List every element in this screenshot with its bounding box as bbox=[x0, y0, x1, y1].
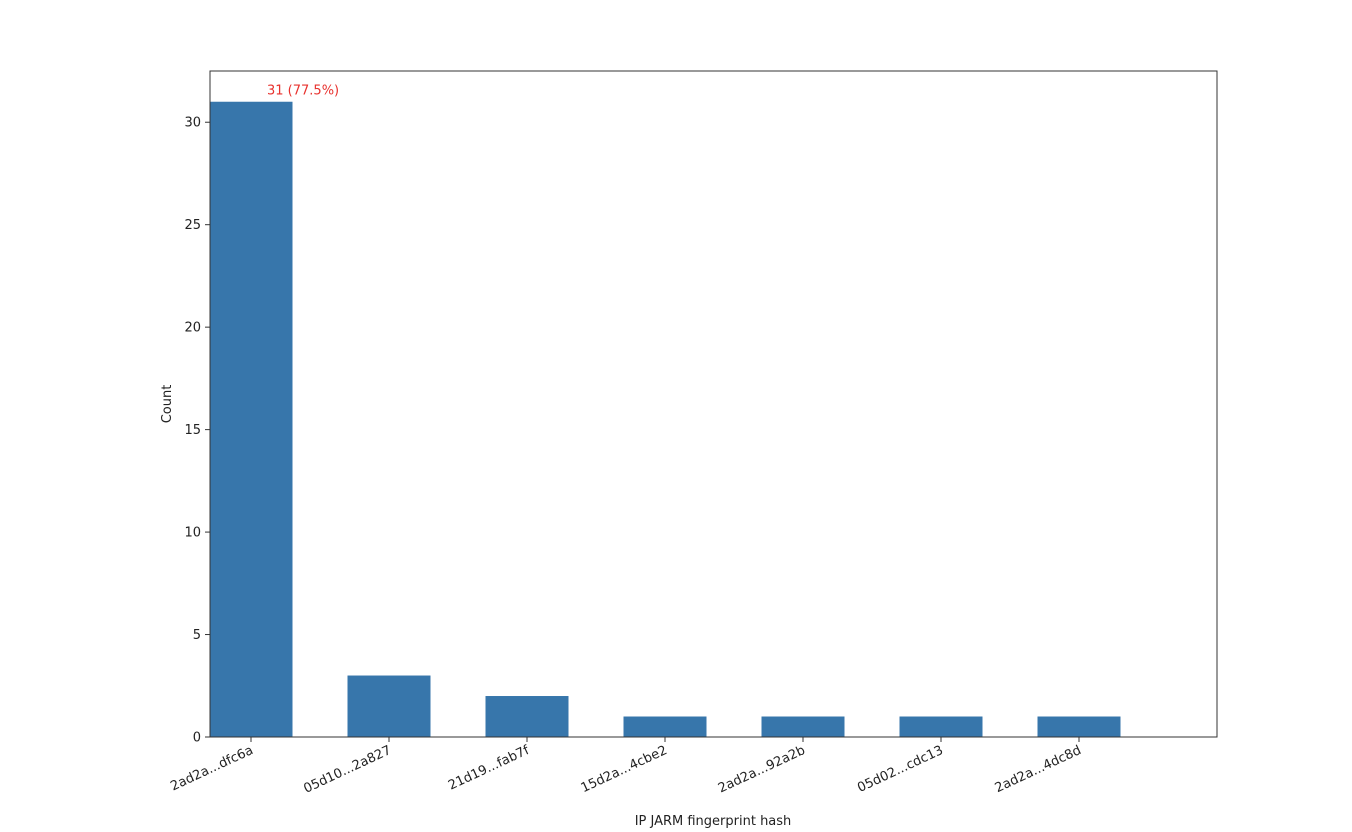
x-tick-label-0: 2ad2a...dfc6a bbox=[168, 743, 255, 794]
x-tick-label-5: 05d02...cdc13 bbox=[855, 743, 945, 796]
y-tick-label-1: 5 bbox=[193, 628, 201, 643]
y-tick-label-4: 20 bbox=[184, 321, 201, 336]
y-tick-label-2: 10 bbox=[184, 526, 201, 541]
axes-layer bbox=[209, 70, 1218, 738]
bar-4 bbox=[761, 716, 845, 737]
ticks-layer: 0 5 10 15 20 25 30 2ad2a...dfc6a 05d10...2a827 21… bbox=[168, 116, 1083, 797]
x-tick-label-6: 2ad2a...4dc8d bbox=[993, 743, 1084, 796]
bar-value-annotation: 31 (77.5%) bbox=[267, 84, 339, 99]
bar-0 bbox=[209, 101, 293, 737]
y-tick-label-6: 30 bbox=[184, 116, 201, 131]
plot-frame bbox=[209, 70, 1218, 738]
y-tick-label-3: 15 bbox=[184, 423, 201, 438]
labels-layer: Count IP JARM fingerprint hash 31 (77.5%… bbox=[160, 84, 791, 829]
bar-5 bbox=[899, 716, 983, 737]
bar-3 bbox=[623, 716, 707, 737]
x-tick-label-4: 2ad2a...92a2b bbox=[716, 743, 808, 796]
y-tick-label-5: 25 bbox=[184, 218, 201, 233]
bars-layer bbox=[209, 101, 1121, 737]
x-tick-label-1: 05d10...2a827 bbox=[301, 743, 393, 797]
bar-1 bbox=[347, 675, 431, 737]
x-tick-label-3: 15d2a...4cbe2 bbox=[579, 743, 670, 796]
x-axis-title: IP JARM fingerprint hash bbox=[635, 814, 792, 829]
y-axis-title: Count bbox=[160, 385, 175, 424]
bar-2 bbox=[485, 696, 569, 737]
bar-6 bbox=[1037, 716, 1121, 737]
x-tick-label-2: 21d19...fab7f bbox=[446, 743, 532, 794]
y-tick-label-0: 0 bbox=[193, 731, 201, 746]
